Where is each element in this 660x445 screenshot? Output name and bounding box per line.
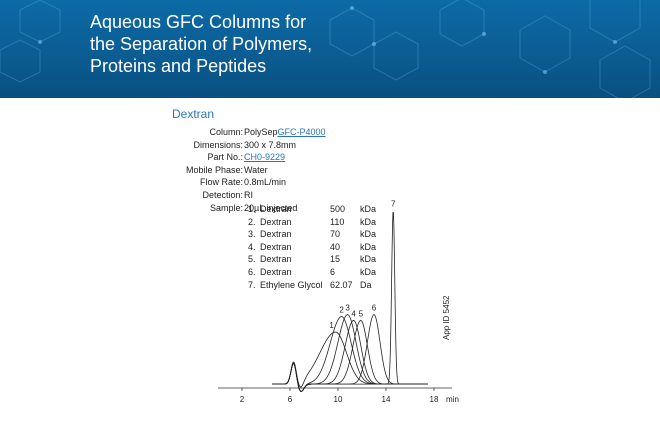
sample-mw: 15: [330, 254, 341, 265]
banner-title-line-1: Aqueous GFC Columns for: [90, 12, 307, 32]
peak-label: 2: [339, 306, 344, 315]
param-label: Flow Rate:: [199, 177, 243, 188]
sample-mw: 62.07: [330, 279, 353, 290]
param-dimensions: Dimensions: 300 x 7.8mm: [130, 139, 326, 152]
param-sample: Sample: 20µL injected: [130, 202, 326, 215]
sample-row: 6. Dextran 6 kDa: [248, 266, 380, 279]
sample-mw: 500: [330, 204, 346, 214]
sample-number: 5.: [248, 254, 256, 265]
header-banner: Aqueous GFC Columns for the Separation o…: [0, 0, 660, 98]
peak-label: 1: [329, 321, 334, 330]
sample-row: 7. Ethylene Glycol 62.07 Da: [248, 279, 380, 292]
sample-number: 6.: [248, 266, 256, 277]
sample-unit: kDa: [360, 266, 377, 277]
param-value: CH0-9229: [244, 151, 285, 164]
sample-unit: kDa: [360, 204, 377, 214]
banner-title-line-2: the Separation of Polymers,: [90, 34, 313, 54]
param-label: Sample:: [209, 202, 243, 213]
chromatogram-trace-5: [272, 320, 428, 392]
chromatogram-trace-7: [272, 212, 428, 392]
param-value: PolySepGFC-P4000: [244, 126, 326, 139]
param-value-text: PolySep: [244, 127, 278, 137]
param-label: Dimensions:: [193, 139, 243, 150]
x-tick-label: 18: [430, 395, 439, 404]
sample-unit: kDa: [360, 216, 377, 227]
sample-mw: 70: [330, 229, 341, 240]
sample-row: 3. Dextran 70 kDa: [248, 228, 380, 241]
sample-unit: Da: [360, 279, 372, 290]
x-axis-label: min: [446, 395, 459, 404]
sample-unit: kDa: [360, 229, 377, 240]
x-tick-label: 6: [288, 395, 293, 404]
param-value: 0.8mL/min: [244, 177, 287, 188]
sample-mw: 110: [330, 216, 345, 227]
sample-row: 5. Dextran 15 kDa: [248, 253, 380, 266]
param-value: 300 x 7.8mm: [244, 139, 297, 150]
param-label: Mobile Phase:: [185, 164, 243, 175]
sample-name: Dextran: [260, 254, 292, 265]
param-label: Part No.:: [207, 152, 243, 163]
parameters-list: Column: PolySepGFC-P4000 Dimensions: 300…: [130, 126, 326, 214]
column-model-link[interactable]: GFC-P4000: [277, 127, 326, 137]
peak-label: 3: [345, 304, 350, 313]
chromatogram-trace-4: [272, 320, 428, 392]
app-id-label: App ID 5452: [442, 295, 451, 340]
sample-name: Dextran: [260, 204, 292, 214]
sample-mw: 6: [330, 266, 336, 277]
peak-label: 4: [351, 309, 356, 318]
param-value: RI: [244, 189, 253, 200]
param-column: Column: PolySepGFC-P4000: [130, 126, 326, 139]
sample-name: Dextran: [260, 266, 292, 277]
peak-label: 6: [372, 304, 377, 313]
sample-number: 7.: [248, 279, 256, 290]
sample-unit: kDa: [360, 254, 377, 265]
x-tick-label: 2: [240, 395, 245, 404]
banner-title-line-3: Proteins and Peptides: [90, 56, 267, 76]
sample-row: 4. Dextran 40 kDa: [248, 241, 380, 254]
sample-name: Ethylene Glycol: [260, 279, 323, 290]
sample-number: 1.: [248, 204, 256, 214]
param-value: Water: [244, 164, 268, 175]
param-label: Detection:: [202, 189, 243, 200]
param-detection: Detection: RI: [130, 189, 326, 202]
sample-row: 1. Dextran 500 kDa: [248, 203, 380, 216]
part-number-link[interactable]: CH0-9229: [244, 152, 286, 163]
chromatogram-trace-2: [272, 316, 428, 392]
x-tick-label: 10: [334, 395, 343, 404]
sample-number: 4.: [248, 241, 256, 252]
sample-unit: kDa: [360, 241, 377, 252]
peak-label: 7: [391, 199, 396, 208]
param-mobile-phase: Mobile Phase: Water: [130, 164, 326, 177]
hexagon-pattern-decoration: [0, 0, 651, 98]
sample-number: 3.: [248, 229, 256, 240]
param-value: 20µL injected: [244, 202, 298, 213]
param-flow-rate: Flow Rate: 0.8mL/min: [130, 176, 326, 189]
param-label: Column:: [209, 127, 243, 137]
peak-label: 5: [359, 309, 364, 318]
sample-name: Dextran: [260, 216, 292, 227]
param-part-no: Part No.: CH0-9229: [130, 151, 326, 164]
section-title: Dextran: [172, 107, 215, 121]
banner-title: Aqueous GFC Columns for the Separation o…: [90, 11, 510, 77]
sample-list: 1. Dextran 500 kDa 2. Dextran 110 kDa 3.…: [248, 203, 380, 291]
sample-mw: 40: [330, 241, 341, 252]
sample-name: Dextran: [260, 241, 292, 252]
x-tick-label: 14: [382, 395, 391, 404]
sample-row: 2. Dextran 110 kDa: [248, 216, 380, 229]
sample-name: Dextran: [260, 229, 292, 240]
sample-number: 2.: [248, 216, 256, 227]
